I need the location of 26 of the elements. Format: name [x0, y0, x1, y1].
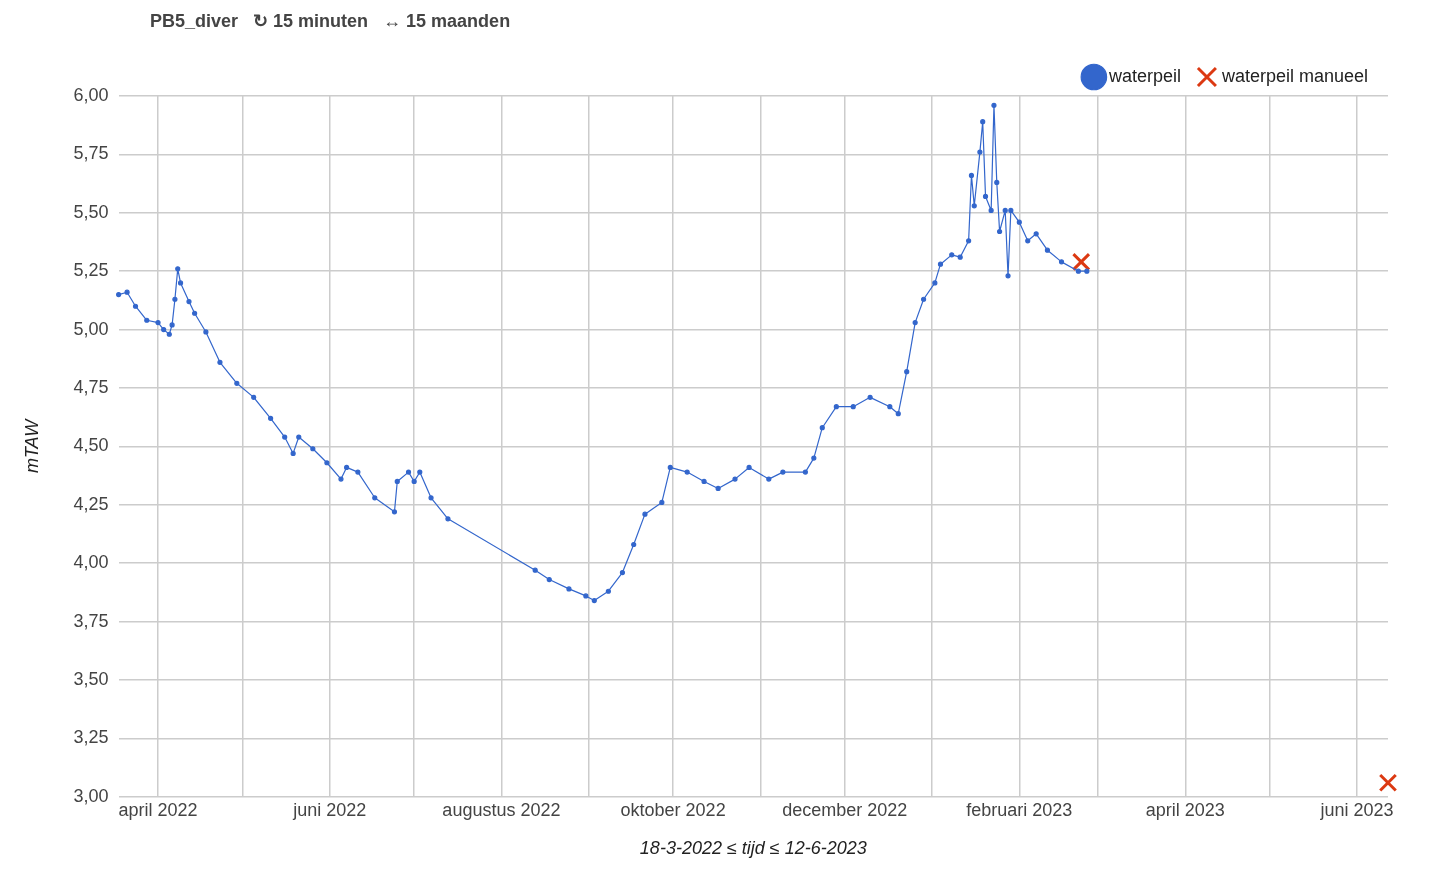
x-tick-label: juni 2023 [1319, 799, 1394, 820]
x-tick-label: juni 2022 [292, 799, 367, 820]
y-tick-label: 6,00 [73, 84, 109, 105]
y-tick-label: 4,00 [73, 552, 109, 573]
y-tick-label: 3,00 [73, 785, 109, 806]
y-axis-title: mTAW [21, 417, 42, 474]
y-tick-label: 3,75 [73, 610, 109, 631]
y-tick-label: 5,25 [73, 260, 109, 281]
x-tick-label: augustus 2022 [442, 799, 561, 820]
x-axis-title: 18-3-2022 ≤ tijd ≤ 12-6-2023 [639, 838, 867, 859]
legend-label: waterpeil [1107, 65, 1181, 86]
x-tick-label: oktober 2022 [620, 799, 726, 820]
chart-title: PB5_diver ↻ 15 minuten ↔ 15 maanden [150, 10, 511, 32]
y-tick-label: 3,25 [73, 727, 109, 748]
y-tick-label: 5,00 [73, 318, 109, 339]
legend-label: waterpeil manueel [1220, 65, 1369, 86]
y-tick-label: 4,75 [73, 376, 109, 397]
x-tick-label: februari 2023 [966, 799, 1073, 820]
y-tick-label: 4,25 [73, 493, 109, 514]
x-tick-label: april 2023 [1145, 799, 1225, 820]
y-tick-label: 4,50 [73, 435, 109, 456]
x-tick-label: april 2022 [118, 799, 198, 820]
y-tick-label: 5,75 [73, 143, 109, 164]
x-tick-label: december 2022 [782, 799, 908, 820]
y-tick-label: 5,50 [73, 201, 109, 222]
y-tick-label: 3,50 [73, 668, 109, 689]
